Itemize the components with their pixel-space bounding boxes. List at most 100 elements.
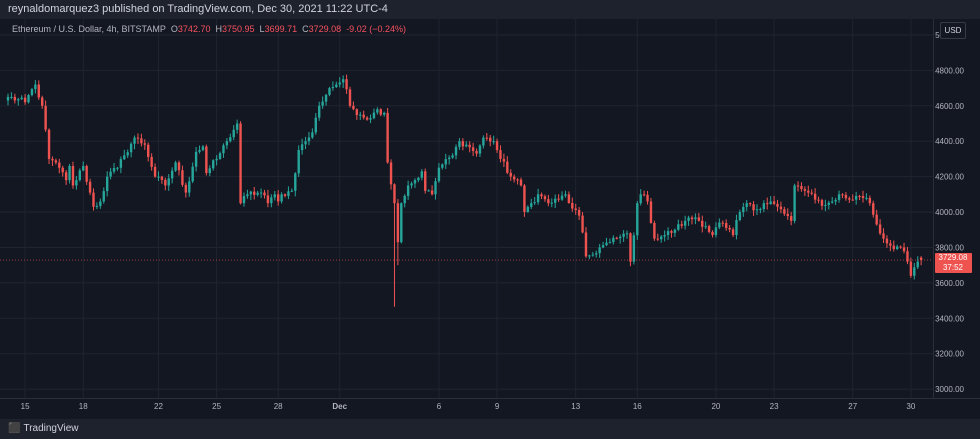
brand[interactable]: ⬛ TradingView xyxy=(8,423,78,434)
candle xyxy=(810,189,813,196)
candle xyxy=(427,189,430,192)
price-tick-label: 3400.00 xyxy=(935,314,964,323)
candle xyxy=(259,188,263,199)
candle xyxy=(642,190,646,197)
candle xyxy=(20,95,23,100)
change-value: -9.02 (−0.24%) xyxy=(346,24,406,34)
candle xyxy=(208,165,211,177)
candle xyxy=(796,181,800,192)
candle xyxy=(372,108,376,120)
brand-name: TradingView xyxy=(23,423,79,434)
candle xyxy=(153,163,157,178)
time-tick-label: 28 xyxy=(274,402,283,411)
candle xyxy=(892,240,895,252)
publish-info-text: reynaldomarquez3 published on TradingVie… xyxy=(8,3,388,15)
candle xyxy=(133,135,136,150)
candle xyxy=(560,191,564,201)
price-chart[interactable]: 3000.00 3200.00 3400.00 3600.00 3800.00 4000.… xyxy=(0,0,980,419)
candle xyxy=(348,86,352,108)
candle xyxy=(831,196,834,204)
price-tick-label: 3800.00 xyxy=(935,243,964,252)
time-axis: 15 18 22 25 28 Dec 6 9 13 16 20 23 27 30 xyxy=(21,402,916,411)
candle xyxy=(444,153,447,169)
candle xyxy=(365,116,369,121)
candle xyxy=(868,195,872,206)
time-tick-label: Dec xyxy=(332,402,347,411)
candle xyxy=(345,74,348,94)
candle xyxy=(656,233,659,242)
candle xyxy=(341,75,345,89)
time-tick-label: 6 xyxy=(437,402,442,411)
candle xyxy=(615,236,618,240)
low-value: 3699.71 xyxy=(264,24,298,34)
candle xyxy=(413,178,417,188)
candle xyxy=(766,197,769,210)
candle xyxy=(550,198,553,208)
candle xyxy=(294,172,297,197)
candle xyxy=(519,177,523,187)
candle xyxy=(523,184,526,217)
candle xyxy=(13,93,17,104)
candle xyxy=(896,244,899,251)
price-tick-label: 4800.00 xyxy=(935,66,964,75)
candle xyxy=(64,170,68,185)
candle xyxy=(376,107,379,115)
candle xyxy=(683,215,687,230)
time-tick-label: 9 xyxy=(495,402,500,411)
candle xyxy=(820,198,824,210)
candle xyxy=(571,197,574,212)
candle xyxy=(300,138,304,155)
candle xyxy=(755,204,759,216)
time-tick-label: 13 xyxy=(571,402,580,411)
candle xyxy=(718,218,721,230)
candle xyxy=(324,93,328,106)
candle xyxy=(290,188,294,193)
candle xyxy=(44,100,47,132)
candle xyxy=(851,194,854,201)
candle xyxy=(140,133,143,147)
candle xyxy=(328,86,331,97)
candle xyxy=(198,145,201,154)
candle xyxy=(430,185,434,196)
candle xyxy=(588,254,591,259)
candle xyxy=(745,200,748,212)
candle xyxy=(205,144,208,176)
tradingview-logo-icon: ⬛ xyxy=(8,423,21,434)
candle xyxy=(37,80,40,100)
candle xyxy=(608,238,612,244)
candle xyxy=(581,211,584,234)
candle xyxy=(670,229,673,238)
candle xyxy=(848,196,851,203)
candle xyxy=(899,245,902,249)
candle xyxy=(872,200,875,218)
candle xyxy=(701,215,704,233)
currency-button[interactable]: USD xyxy=(940,22,966,39)
high-value: 3750.95 xyxy=(221,24,255,34)
candle xyxy=(666,227,670,240)
candle xyxy=(338,77,341,88)
footer-bar: ⬛ TradingView xyxy=(0,419,980,439)
candle xyxy=(468,141,471,153)
time-tick-label: 20 xyxy=(711,402,720,411)
price-tick-label: 3600.00 xyxy=(935,279,964,288)
candle xyxy=(410,181,413,189)
candle xyxy=(441,163,444,170)
last-price-value: 3729.08 xyxy=(939,253,968,262)
time-tick-label: 25 xyxy=(212,402,221,411)
candle xyxy=(386,107,389,164)
candle xyxy=(109,167,112,180)
candle xyxy=(475,148,478,157)
candle xyxy=(99,198,102,209)
candle xyxy=(239,121,242,205)
symbol-name: Ethereum / U.S. Dollar, 4h, BITSTAMP xyxy=(12,24,166,34)
candle xyxy=(827,200,830,210)
candle xyxy=(157,171,160,182)
candle xyxy=(256,190,259,197)
candle xyxy=(335,81,338,88)
candle xyxy=(612,235,615,245)
candle xyxy=(116,166,119,171)
candle xyxy=(126,149,129,158)
candle xyxy=(574,203,577,215)
candle xyxy=(677,219,680,232)
candles xyxy=(6,74,923,307)
